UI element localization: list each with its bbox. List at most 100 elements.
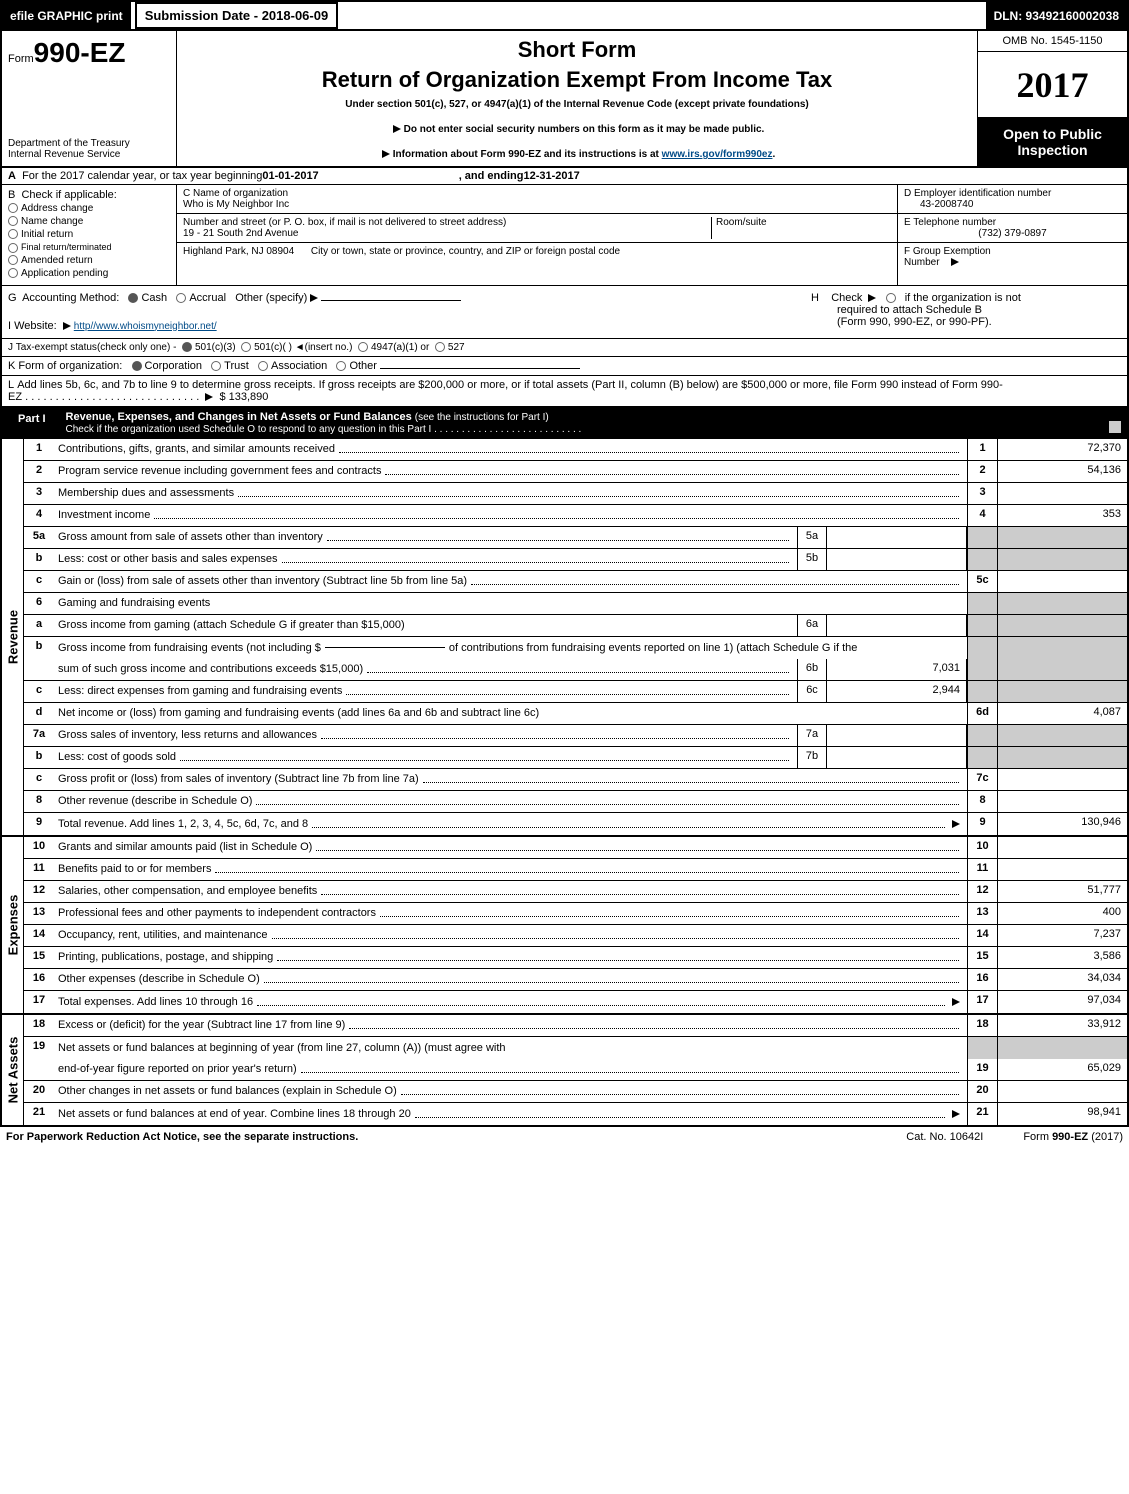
dots	[385, 467, 959, 475]
line-rn: 19	[967, 1059, 997, 1080]
g-other: Other (specify)	[235, 292, 307, 304]
check-label: Amended return	[21, 255, 93, 266]
rowa-mid: , and ending	[459, 170, 524, 182]
line-val	[997, 571, 1127, 592]
line-desc: Gross profit or (loss) from sales of inv…	[54, 769, 967, 790]
desc-text: Net assets or fund balances at beginning…	[58, 1042, 506, 1054]
radio-527-icon[interactable]	[435, 342, 445, 352]
side-label-revenue: Revenue	[2, 439, 24, 835]
mid-num: 6c	[797, 681, 827, 702]
l-text: Add lines 5b, 6c, and 7b to line 9 to de…	[8, 379, 1003, 403]
line-val: 3,586	[997, 947, 1127, 968]
radio-other-icon[interactable]	[336, 361, 346, 371]
mid-val: 2,944	[827, 681, 967, 702]
dln-label: DLN: 93492160002038	[986, 2, 1127, 29]
line-rn	[967, 527, 997, 548]
radio-assoc-icon[interactable]	[258, 361, 268, 371]
line-val	[997, 769, 1127, 790]
line-num: 1	[24, 439, 54, 460]
radio-cash-icon[interactable]	[128, 293, 138, 303]
dots	[312, 820, 945, 828]
mid-val	[827, 747, 967, 768]
check-final-return[interactable]: Final return/terminated	[8, 242, 170, 253]
irs-link[interactable]: www.irs.gov/form990ez	[662, 149, 773, 160]
line-num: 12	[24, 881, 54, 902]
k-other-blank[interactable]	[380, 368, 580, 369]
line-19-1: 19Net assets or fund balances at beginni…	[24, 1037, 1127, 1059]
check-application-pending[interactable]: Application pending	[8, 268, 170, 279]
arrow-icon	[952, 998, 960, 1006]
line-15: 15Printing, publications, postage, and s…	[24, 947, 1127, 969]
check-initial-return[interactable]: Initial return	[8, 229, 170, 240]
line-val	[997, 659, 1127, 680]
line-num: a	[24, 615, 54, 636]
h-text1: Check	[831, 292, 862, 304]
efile-print-button[interactable]: efile GRAPHIC print	[2, 2, 131, 29]
website-link[interactable]: http//www.whoismyneighbor.net/	[74, 321, 217, 332]
line-desc: Net assets or fund balances at end of ye…	[54, 1103, 967, 1125]
blank-amount[interactable]	[325, 647, 445, 648]
line-rn: 11	[967, 859, 997, 880]
part-1-title: Revenue, Expenses, and Changes in Net As…	[66, 411, 412, 423]
line-desc: Other revenue (describe in Schedule O)	[54, 791, 967, 812]
radio-icon	[8, 229, 18, 239]
dots	[423, 775, 959, 783]
dots	[321, 887, 959, 895]
radio-trust-icon[interactable]	[211, 361, 221, 371]
line-val	[997, 1081, 1127, 1102]
arrow-icon	[382, 150, 390, 158]
line-rn	[967, 659, 997, 680]
line-desc: Professional fees and other payments to …	[54, 903, 967, 924]
radio-501c-icon[interactable]	[241, 342, 251, 352]
mid-val: 7,031	[827, 659, 967, 680]
check-name-change[interactable]: Name change	[8, 216, 170, 227]
mid-val	[827, 527, 967, 548]
c-name-label: Name of organization	[193, 188, 288, 199]
box-e: E Telephone number (732) 379-0897	[898, 214, 1127, 243]
line-desc: Less: direct expenses from gaming and fu…	[54, 681, 797, 702]
line-8: 8Other revenue (describe in Schedule O)8	[24, 791, 1127, 813]
footer-right-pre: Form	[1023, 1131, 1052, 1143]
desc-text: Gross amount from sale of assets other t…	[58, 531, 323, 543]
form-no-big: 990-EZ	[34, 37, 126, 68]
box-b: B Check if applicable: Address change Na…	[2, 185, 177, 285]
check-address-change[interactable]: Address change	[8, 203, 170, 214]
arrow-icon	[868, 294, 876, 302]
line-val: 97,034	[997, 991, 1127, 1013]
line-12: 12Salaries, other compensation, and empl…	[24, 881, 1127, 903]
box-c: C Name of organization Who is My Neighbo…	[177, 185, 897, 285]
arrow-icon	[952, 1110, 960, 1118]
label-i: I	[8, 320, 11, 332]
radio-501c3-icon[interactable]	[182, 342, 192, 352]
f-sub: Number	[904, 257, 940, 268]
line-num: 2	[24, 461, 54, 482]
dots	[277, 953, 959, 961]
form-number-column: Form990-EZ Department of the Treasury In…	[2, 31, 177, 166]
radio-corp-icon[interactable]	[132, 361, 142, 371]
radio-accrual-icon[interactable]	[176, 293, 186, 303]
g-cash: Cash	[141, 292, 167, 304]
mid-val	[827, 725, 967, 746]
check-amended-return[interactable]: Amended return	[8, 255, 170, 266]
line-val: 7,237	[997, 925, 1127, 946]
desc-text: Membership dues and assessments	[58, 487, 234, 499]
dots	[367, 665, 789, 673]
department-info: Department of the Treasury Internal Reve…	[8, 138, 170, 160]
radio-h-icon[interactable]	[886, 293, 896, 303]
line-val: 54,136	[997, 461, 1127, 482]
schedule-o-checkbox[interactable]	[1109, 421, 1121, 433]
line-num: b	[24, 549, 54, 570]
desc-text: Other changes in net assets or fund bala…	[58, 1085, 397, 1097]
j-sub: (check only one) -	[97, 342, 176, 353]
k-o2: Trust	[224, 360, 249, 372]
dots	[401, 1087, 959, 1095]
line-num	[24, 659, 54, 680]
footer-right-post: (2017)	[1088, 1131, 1123, 1143]
radio-4947-icon[interactable]	[358, 342, 368, 352]
line-rn: 15	[967, 947, 997, 968]
line-desc: Total revenue. Add lines 1, 2, 3, 4, 5c,…	[54, 813, 967, 835]
arrow-line-2: Information about Form 990-EZ and its in…	[187, 149, 967, 160]
line-rn: 3	[967, 483, 997, 504]
g-other-blank[interactable]	[321, 300, 461, 301]
row-h: H Check if the organization is not requi…	[811, 292, 1121, 332]
